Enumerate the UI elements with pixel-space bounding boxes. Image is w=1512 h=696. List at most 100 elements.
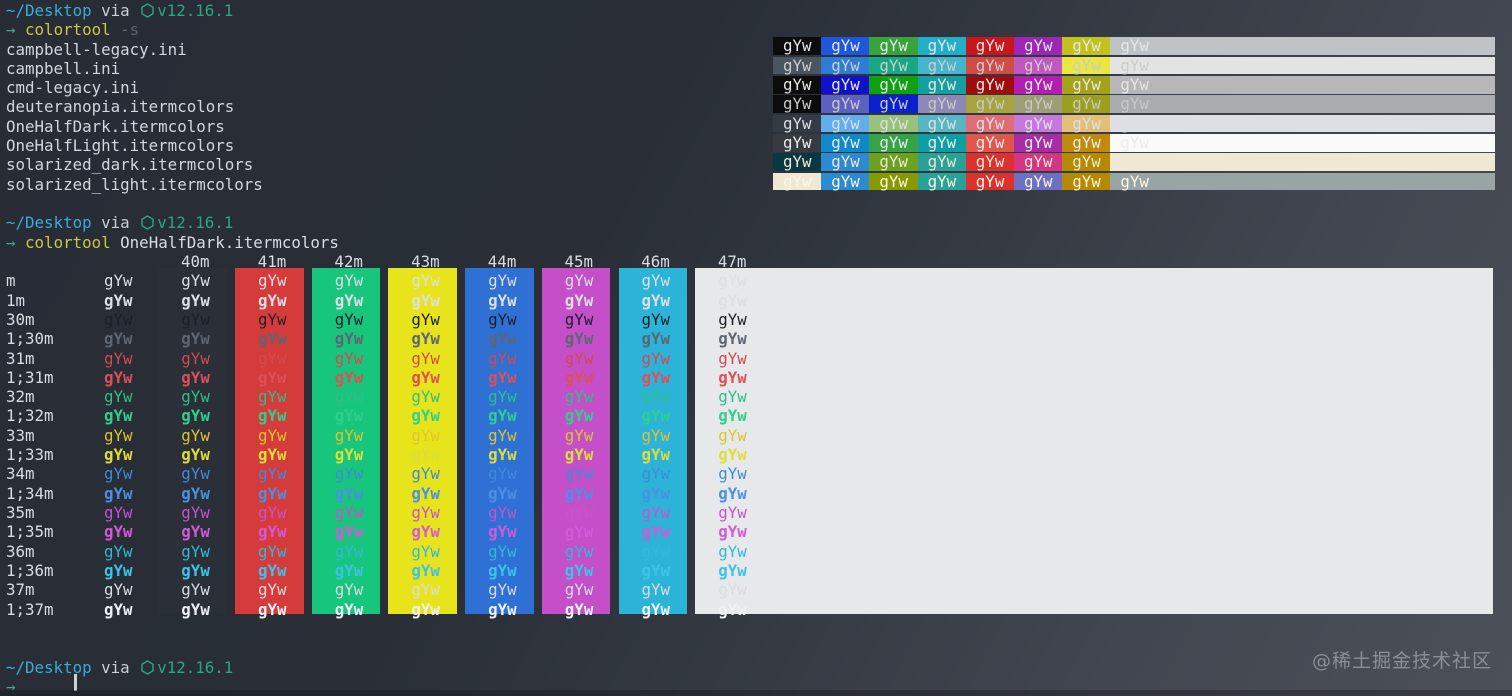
file-item: solarized_dark.itermcolors [6,155,254,175]
ansi-swatch: gYw [258,425,287,445]
ansi-swatch: gYw [181,483,210,503]
ansi-swatch: gYw [488,580,517,600]
color-swatch: gYw [1014,172,1063,191]
ansi-swatch: gYw [641,387,671,407]
ansi-swatch: gYw [181,348,210,368]
scheme-bar: gYw [1110,172,1495,191]
ansi-swatch: gYw [334,309,364,329]
prompt-via: via [101,213,130,233]
node-version: v12.16.1 [157,657,234,677]
color-swatch: gYw [965,95,1014,114]
color-swatch: gYw [917,114,966,133]
color-swatch: gYw [1014,114,1063,133]
ansi-row-label: 1;35m [6,522,54,542]
color-swatch: gYw [773,37,822,56]
ansi-swatch: gYw [488,464,517,484]
ansi-swatch: gYw [564,541,594,561]
ansi-swatch: gYw [718,309,747,329]
color-swatch: gYw [773,95,822,114]
prompt-via: via [101,657,130,677]
ansi-color-bar-41m [235,268,304,614]
color-swatch: gYw [869,114,918,133]
color-swatch: gYw [917,172,966,191]
ansi-swatch: gYw [334,560,364,580]
file-item: campbell.ini [6,58,121,78]
ansi-swatch: gYw [258,580,287,600]
ansi-swatch: gYw [641,503,671,523]
ansi-swatch: gYw [334,522,364,542]
ansi-swatch: gYw [488,522,517,542]
color-swatch: gYw [1014,95,1063,114]
ansi-swatch: gYw [104,580,133,600]
ansi-swatch: gYw [641,290,671,310]
ansi-swatch: gYw [564,599,594,619]
ansi-swatch: gYw [334,464,364,484]
prompt-path: ~/Desktop [6,1,92,20]
ansi-swatch: gYw [181,464,210,484]
ansi-swatch: gYw [411,599,440,619]
ansi-swatch: gYw [334,329,364,349]
ansi-swatch: gYw [718,560,747,580]
color-swatch: gYw [821,153,870,171]
command-text: colortool [25,232,111,252]
ansi-swatch: gYw [181,271,210,291]
scheme-row-deuteranopia: gYw gYw gYw gYw gYw gYw gYw gYw [0,95,1512,114]
ansi-color-bar-42m [311,268,381,614]
ansi-swatch: gYw [718,387,747,407]
ansi-swatch: gYw [641,522,671,542]
color-swatch: gYw [1062,76,1111,94]
prompt-line: ~/Desktop via v12.16.1 [6,1,233,20]
ansi-swatch: gYw [334,483,364,503]
color-swatch: gYw [773,134,822,152]
ansi-swatch: gYw [718,483,747,503]
ansi-color-bar-45m [541,268,611,614]
color-swatch: gYw [773,76,822,94]
input-line[interactable]: → [6,677,16,696]
ansi-swatch: gYw [718,348,747,368]
nodejs-icon [141,215,154,231]
ansi-column-header: 40m [181,252,210,271]
ansi-swatch: gYw [564,464,594,484]
ansi-color-bar-40m [158,268,227,614]
ansi-swatch: gYw [718,599,747,619]
ansi-swatch: gYw [258,406,287,426]
ansi-swatch: gYw [181,329,210,349]
ansi-column-header: 46m [641,252,670,271]
color-swatch: gYw [821,114,870,133]
ansi-swatch: gYw [488,387,517,407]
color-swatch: gYw [821,172,870,191]
ansi-swatch: gYw [104,503,133,523]
ansi-swatch: gYw [641,445,671,465]
prompt-line: ~/Desktop via v12.16.1 [6,658,233,677]
scheme-row-campbell: gYw gYw gYw gYw gYw gYw gYw gYw [0,57,1512,75]
ansi-swatch: gYw [488,271,517,291]
ansi-swatch: gYw [564,522,594,542]
scheme-row-campbell-legacy: gYw gYw gYw gYw gYw gYw gYw gYw [0,37,1512,56]
ansi-swatch: gYw [488,348,517,368]
command-arg: OneHalfDark.itermcolors [120,232,339,252]
ansi-swatch: gYw [104,348,133,368]
ansi-swatch: gYw [564,387,594,407]
ansi-swatch: gYw [488,290,517,310]
ansi-swatch: gYw [718,425,747,445]
color-swatch: gYw [1014,37,1063,56]
ansi-swatch: gYw [411,483,440,503]
ansi-swatch: gYw [258,367,287,387]
ansi-swatch: gYw [181,425,210,445]
ansi-swatch: gYw [564,348,594,368]
file-item: campbell-legacy.ini [6,39,187,59]
ansi-swatch: gYw [718,541,747,561]
ansi-swatch: gYw [411,367,440,387]
color-swatch: gYw [1062,172,1111,191]
ansi-swatch: gYw [258,329,287,349]
ansi-swatch: gYw [334,503,364,523]
ansi-swatch: gYw [258,599,287,619]
ansi-swatch: gYw [104,290,133,310]
ansi-swatch: gYw [258,464,287,484]
ansi-swatch: gYw [181,406,210,426]
ansi-swatch: gYw [258,309,287,329]
color-swatch: gYw [965,37,1014,56]
color-swatch: gYw [965,76,1014,94]
text-cursor[interactable] [74,674,77,691]
